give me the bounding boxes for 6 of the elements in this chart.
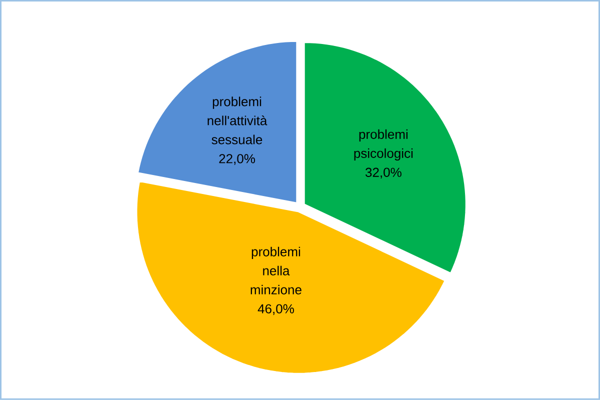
data-label: 32,0%	[366, 168, 402, 179]
slice-label: problemi psicologici	[354, 129, 413, 161]
data-label: 22,0%	[219, 154, 255, 165]
slice-label: problemi nell'attività sessuale	[208, 96, 268, 144]
data-label: 46,0%	[258, 304, 294, 316]
slice-label: problemi nella minzione	[250, 246, 302, 294]
